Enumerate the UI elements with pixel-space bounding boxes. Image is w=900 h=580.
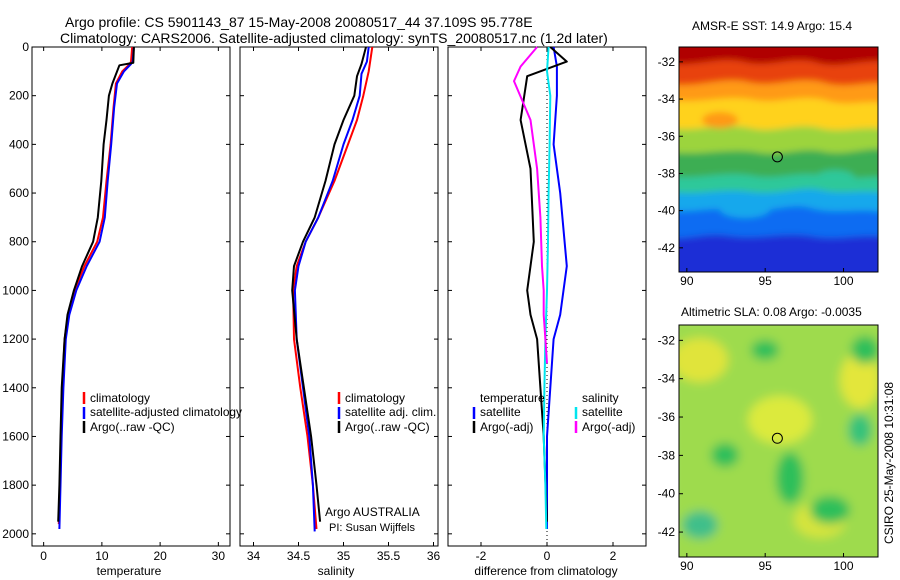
map-x-tick-label: 100 xyxy=(834,274,854,288)
y-tick-label: 600 xyxy=(9,186,29,200)
map-y-tick-label: -40 xyxy=(658,487,676,501)
y-tick-label: 0 xyxy=(22,40,29,54)
temperature-plot-frame xyxy=(31,46,231,547)
x-tick-label: 35.5 xyxy=(377,549,401,563)
pi-credit: PI: Susan Wijffels xyxy=(329,522,415,534)
legend-salinity-heading: salinity xyxy=(582,391,619,405)
map-y-tick-label: -42 xyxy=(658,525,676,539)
map-y-tick-label: -38 xyxy=(658,166,676,180)
series-line-3 xyxy=(513,46,548,364)
difference-panel: -2 0 2 xyxy=(448,46,646,563)
sst-map-title: AMSR-E SST: 14.9 Argo: 15.4 xyxy=(692,19,852,33)
legend-sal-argo-label: Argo(-adj) xyxy=(582,420,635,434)
x-tick-label: 34 xyxy=(247,549,261,563)
y-tick-label: 1400 xyxy=(2,381,29,395)
sst-map-frame xyxy=(678,46,879,273)
salinity-legend: climatology satellite adj. clim. Argo(..… xyxy=(337,391,436,434)
series-line-0 xyxy=(57,46,134,525)
argo-position-marker xyxy=(771,432,783,444)
map-y-tick-label: -34 xyxy=(658,372,676,386)
difference-legend: temperature satellite Argo(-adj) salinit… xyxy=(472,391,635,434)
y-tick-label: 2000 xyxy=(2,527,29,541)
legend-argo-label: Argo(..raw -QC) xyxy=(345,420,430,434)
y-tick-label: 1800 xyxy=(2,478,29,492)
y-tick-label: 1600 xyxy=(2,429,29,443)
map-x-tick-label: 90 xyxy=(680,274,694,288)
y-tick-label: 1000 xyxy=(2,283,29,297)
sla-map-axes: 90 95 100 -32 -34 -36 -38 -40 -42 xyxy=(658,333,854,573)
timestamp-stamp: CSIRO 25-May-2008 10:31:08 xyxy=(882,382,896,544)
argo-credit: Argo AUSTRALIA xyxy=(325,505,420,519)
x-tick-label: 0 xyxy=(544,549,551,563)
legend-sal-satellite-label: satellite xyxy=(582,405,623,419)
y-tick-label: 400 xyxy=(9,137,29,151)
figure-title-line2: Climatology: CARS2006. Satellite-adjuste… xyxy=(60,30,608,46)
legend-climatology-label: climatology xyxy=(345,391,405,405)
map-y-tick-label: -36 xyxy=(658,410,676,424)
series-line-1 xyxy=(58,46,135,530)
series-line-0 xyxy=(292,46,374,530)
sla-map-frame xyxy=(678,324,879,558)
x-tick-label: 0 xyxy=(40,549,47,563)
salinity-panel: 34 34.5 35 35.5 36 xyxy=(240,46,441,563)
temperature-axis-label: temperature xyxy=(97,564,162,578)
x-tick-label: 36 xyxy=(427,549,441,563)
y-tick-label: 200 xyxy=(9,89,29,103)
legend-temp-satellite-label: satellite xyxy=(480,405,521,419)
salinity-axis-label: salinity xyxy=(318,564,355,578)
temperature-panel: 0 10 20 30 0 200 400 600 800 1000 1200 1400 1600 1800… xyxy=(2,40,230,563)
legend-argo-label: Argo(..raw -QC) xyxy=(90,420,175,434)
x-tick-label: 30 xyxy=(212,549,226,563)
difference-axis-label: difference from climatology xyxy=(474,564,617,578)
series-line-2 xyxy=(542,46,552,530)
figure-title-line1: Argo profile: CS 5901143_87 15-May-2008 … xyxy=(65,14,533,30)
y-tick-label: 1200 xyxy=(2,332,29,346)
map-x-tick-label: 95 xyxy=(759,274,773,288)
salinity-plot-frame xyxy=(239,46,439,547)
series-line-1 xyxy=(293,46,370,532)
series-line-1 xyxy=(519,46,568,522)
x-tick-label: 35 xyxy=(337,549,351,563)
series-line-2 xyxy=(57,46,135,522)
sst-map-axes: 90 95 100 -32 -34 -36 -38 -40 -42 xyxy=(658,55,854,288)
legend-satellite-label: satellite-adjusted climatology xyxy=(90,405,242,419)
x-tick-label: -2 xyxy=(476,549,487,563)
y-tick-label: 800 xyxy=(9,235,29,249)
sla-map-title: Altimetric SLA: 0.08 Argo: -0.0035 xyxy=(681,305,862,319)
map-y-tick-label: -34 xyxy=(658,92,676,106)
map-y-tick-label: -32 xyxy=(658,55,676,69)
x-tick-label: 10 xyxy=(95,549,109,563)
argo-position-marker xyxy=(771,151,783,163)
series-line-0 xyxy=(546,46,568,529)
map-x-tick-label: 95 xyxy=(759,559,773,573)
x-tick-label: 2 xyxy=(610,549,617,563)
map-x-tick-label: 90 xyxy=(680,559,694,573)
legend-climatology-label: climatology xyxy=(90,391,150,405)
x-tick-label: 20 xyxy=(153,549,167,563)
map-y-tick-label: -36 xyxy=(658,129,676,143)
legend-satellite-label: satellite adj. clim. xyxy=(345,405,436,419)
legend-temp-argo-label: Argo(-adj) xyxy=(480,420,533,434)
map-y-tick-label: -42 xyxy=(658,241,676,255)
map-y-tick-label: -40 xyxy=(658,204,676,218)
map-x-tick-label: 100 xyxy=(834,559,854,573)
sst-heatmap xyxy=(679,47,878,272)
series-line-2 xyxy=(291,46,367,522)
legend-temperature-heading: temperature xyxy=(480,391,545,405)
temperature-legend: climatology satellite-adjusted climatolo… xyxy=(82,391,242,434)
sla-heatmap xyxy=(679,325,878,557)
map-y-tick-label: -32 xyxy=(658,333,676,347)
map-y-tick-label: -38 xyxy=(658,448,676,462)
x-tick-label: 34.5 xyxy=(287,549,311,563)
